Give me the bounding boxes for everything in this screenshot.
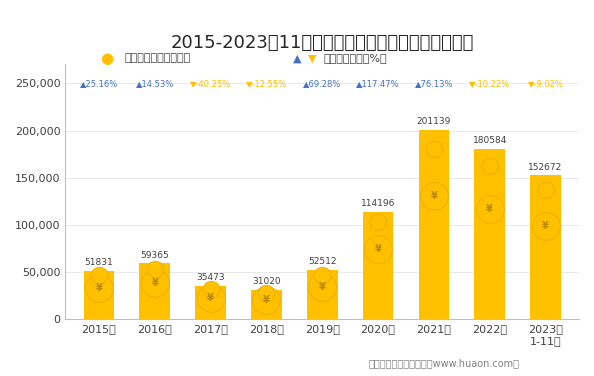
Text: 期货成交金额（亿元）: 期货成交金额（亿元） — [125, 53, 191, 63]
Text: ▼-9.02%: ▼-9.02% — [527, 79, 564, 88]
Text: 51831: 51831 — [84, 258, 113, 267]
Text: 31020: 31020 — [252, 277, 281, 287]
Text: ▲69.28%: ▲69.28% — [303, 79, 342, 88]
Text: ¥: ¥ — [486, 204, 493, 214]
Text: ¥: ¥ — [96, 283, 102, 293]
Text: ¥: ¥ — [151, 278, 158, 288]
Text: 59365: 59365 — [140, 251, 169, 260]
Text: 201139: 201139 — [416, 117, 451, 126]
Text: ▲25.16%: ▲25.16% — [80, 79, 118, 88]
Bar — [195, 286, 226, 320]
Text: ▼: ▼ — [308, 53, 316, 63]
Text: ▲117.47%: ▲117.47% — [356, 79, 400, 88]
Text: ¥: ¥ — [263, 296, 270, 305]
Text: ▼-10.22%: ▼-10.22% — [469, 79, 510, 88]
Text: ▼-40.25%: ▼-40.25% — [190, 79, 231, 88]
Text: 114196: 114196 — [361, 199, 395, 208]
Bar — [475, 149, 505, 320]
Text: ●: ● — [100, 51, 113, 66]
Text: 52512: 52512 — [308, 257, 336, 266]
Bar — [307, 270, 337, 320]
Text: ¥: ¥ — [431, 191, 437, 201]
Bar — [251, 290, 282, 320]
Text: ¥: ¥ — [542, 221, 549, 231]
Text: ▲14.53%: ▲14.53% — [135, 79, 174, 88]
Bar — [140, 264, 170, 320]
Text: ▲: ▲ — [293, 53, 301, 63]
Bar — [84, 271, 114, 320]
Bar — [363, 212, 393, 320]
Text: ▲76.13%: ▲76.13% — [415, 79, 453, 88]
Text: 35473: 35473 — [196, 273, 225, 282]
Text: 制图：华经产业研究院（www.huaon.com）: 制图：华经产业研究院（www.huaon.com） — [368, 358, 519, 368]
Text: ¥: ¥ — [207, 293, 214, 303]
Bar — [530, 175, 561, 320]
Text: ¥: ¥ — [319, 282, 326, 292]
Text: 累计同比增长（%）: 累计同比增长（%） — [324, 53, 387, 63]
Text: 180584: 180584 — [472, 136, 507, 145]
Text: 152672: 152672 — [529, 162, 563, 171]
Bar — [419, 129, 449, 320]
Title: 2015-2023年11月大连商品交易所豆油期货成交金额: 2015-2023年11月大连商品交易所豆油期货成交金额 — [170, 34, 474, 52]
Text: ▼-12.55%: ▼-12.55% — [246, 79, 287, 88]
Text: ¥: ¥ — [375, 244, 381, 255]
